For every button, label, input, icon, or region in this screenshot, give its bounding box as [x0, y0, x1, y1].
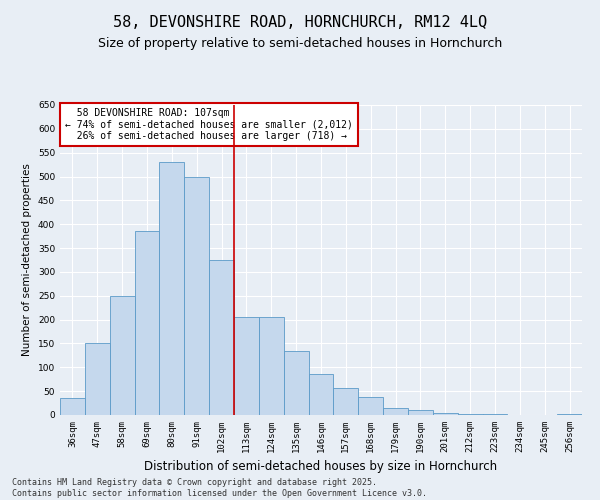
Text: Size of property relative to semi-detached houses in Hornchurch: Size of property relative to semi-detach…	[98, 38, 502, 51]
Bar	[134, 232, 160, 415]
X-axis label: Distribution of semi-detached houses by size in Hornchurch: Distribution of semi-detached houses by …	[145, 460, 497, 473]
Bar	[209, 260, 234, 415]
Bar	[482, 414, 508, 415]
Bar	[383, 408, 408, 415]
Text: 58 DEVONSHIRE ROAD: 107sqm
← 74% of semi-detached houses are smaller (2,012)
  2: 58 DEVONSHIRE ROAD: 107sqm ← 74% of semi…	[65, 108, 353, 142]
Bar	[458, 414, 482, 415]
Bar	[259, 317, 284, 415]
Bar	[60, 398, 85, 415]
Bar	[85, 344, 110, 415]
Y-axis label: Number of semi-detached properties: Number of semi-detached properties	[22, 164, 32, 356]
Text: 58, DEVONSHIRE ROAD, HORNCHURCH, RM12 4LQ: 58, DEVONSHIRE ROAD, HORNCHURCH, RM12 4L…	[113, 15, 487, 30]
Bar	[284, 350, 308, 415]
Bar	[110, 296, 134, 415]
Bar	[408, 410, 433, 415]
Bar	[334, 388, 358, 415]
Bar	[234, 317, 259, 415]
Bar	[160, 162, 184, 415]
Text: Contains HM Land Registry data © Crown copyright and database right 2025.
Contai: Contains HM Land Registry data © Crown c…	[12, 478, 427, 498]
Bar	[308, 374, 334, 415]
Bar	[433, 412, 458, 415]
Bar	[184, 176, 209, 415]
Bar	[557, 414, 582, 415]
Bar	[358, 397, 383, 415]
